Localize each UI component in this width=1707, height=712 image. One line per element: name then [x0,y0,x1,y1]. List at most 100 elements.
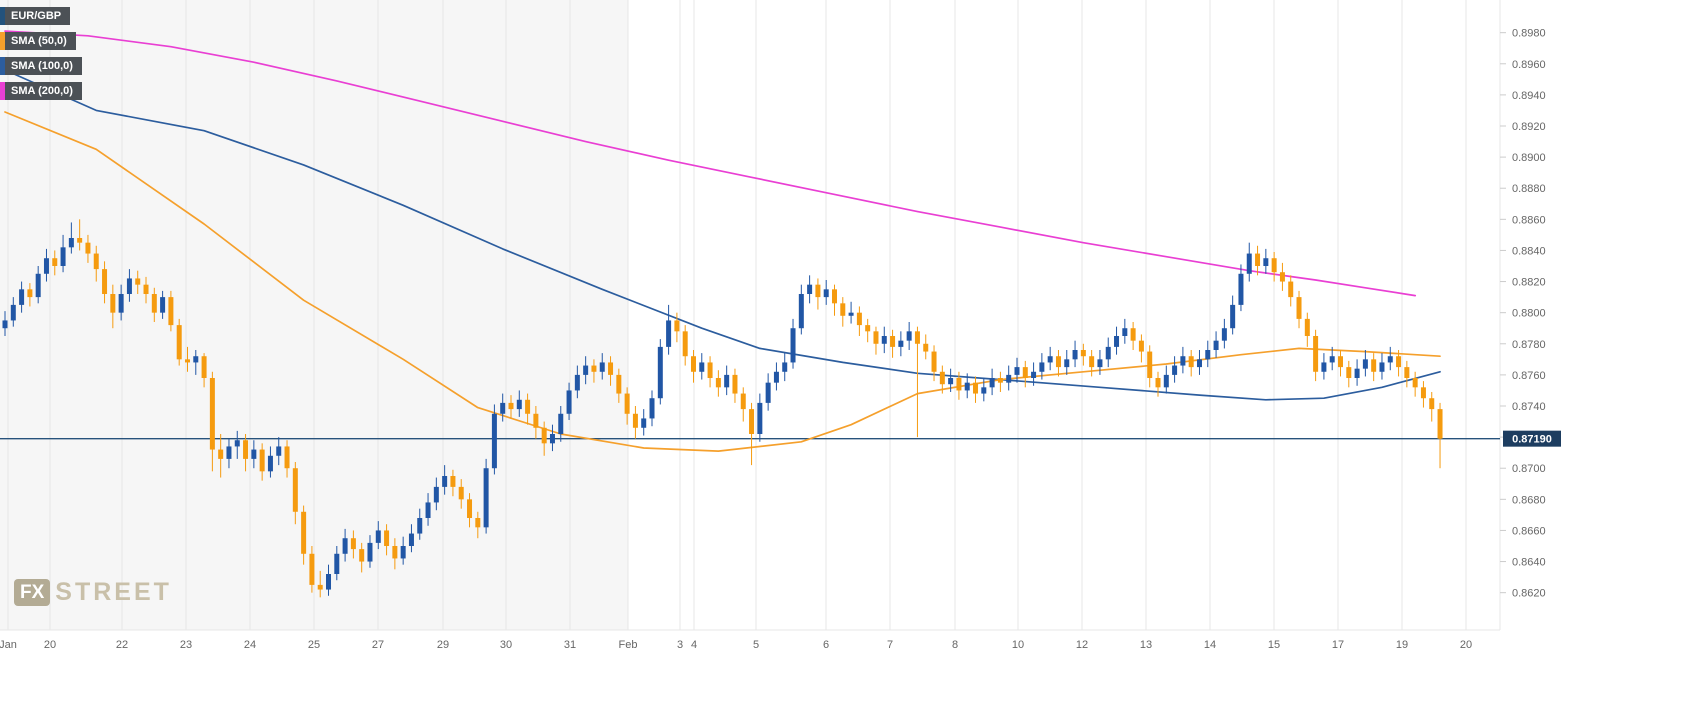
y-axis-label: 0.8880 [1512,183,1546,195]
candle [176,325,182,360]
candle [1271,258,1277,273]
candle [27,289,33,298]
symbol-color-chip [0,7,5,25]
sma50-color-chip [0,32,5,50]
candle [218,449,224,459]
x-axis-label: 20 [1460,639,1472,651]
x-axis-label: 13 [1140,639,1152,651]
candle [1371,359,1377,372]
y-axis-label: 0.8700 [1512,463,1546,475]
symbol-label: EUR/GBP [11,10,62,22]
sma-line [4,111,1441,452]
candle [583,365,589,375]
candle [898,340,904,347]
candle [1105,346,1111,360]
candle [649,398,655,419]
sma200-color-chip [0,82,5,100]
x-axis-label: 4 [691,639,697,651]
candle [1188,356,1194,368]
candle [52,258,58,266]
candle [226,446,232,459]
candle [624,393,630,414]
candle [757,402,763,434]
x-axis-label: 3 [677,639,683,651]
candle [666,320,672,347]
candle [1255,253,1261,266]
candle [616,374,622,394]
candle [77,238,83,243]
candle [724,374,730,388]
candle [790,328,796,363]
candle [102,269,108,294]
candle [118,294,124,313]
candle [458,486,464,500]
sma50-label: SMA (50,0) [11,35,67,47]
candle [251,449,257,459]
candle [657,346,663,399]
candle [1288,281,1294,298]
sma200-badge[interactable]: SMA (200,0) [0,82,82,100]
candle [1205,350,1211,360]
candle [417,518,423,534]
candle [873,331,879,344]
candle [1213,340,1219,350]
candle [674,320,680,332]
candle [1362,359,1368,369]
candle [525,399,531,414]
candle [1429,398,1435,410]
candle [541,427,547,444]
candle [1396,356,1402,368]
candle [93,253,99,270]
candle [43,258,49,274]
candle [599,362,605,372]
y-axis-label: 0.8840 [1512,245,1546,257]
candle [1022,367,1028,378]
candle [309,553,315,585]
candle [840,303,846,316]
candle [367,542,373,562]
x-axis-label: 8 [952,639,958,651]
candle [292,468,298,512]
candle [1122,328,1128,336]
candle [591,365,597,372]
sma50-badge[interactable]: SMA (50,0) [0,32,76,50]
x-axis-label: 17 [1332,639,1344,651]
sma-line [4,69,1441,401]
candle [906,331,912,341]
candle [483,468,489,528]
x-axis-label: Jan [0,639,17,651]
candle [939,371,945,385]
candle [1329,356,1335,363]
candle [1412,378,1418,388]
candle [807,284,813,294]
candle [10,304,16,321]
fxstreet-watermark: FX STREET [14,578,172,607]
candle [135,278,141,285]
fxstreet-logo-box: FX [14,579,51,606]
candle [85,242,91,254]
candle [1337,356,1343,368]
candle [1230,304,1236,329]
candle [1172,365,1178,375]
candle [1097,359,1103,368]
candle [68,238,74,248]
candle [1304,318,1310,336]
sma200-label: SMA (200,0) [11,85,73,97]
candle [1031,371,1037,378]
x-axis-label: 31 [564,639,576,651]
sma100-badge[interactable]: SMA (100,0) [0,57,82,75]
candle [1313,336,1319,372]
candle [301,511,307,554]
symbol-badge[interactable]: EUR/GBP [0,7,71,25]
candle [1114,336,1120,347]
candle [425,502,431,518]
candle [1072,350,1078,360]
y-axis-label: 0.8920 [1512,121,1546,133]
candle [1047,356,1053,363]
candle [632,413,638,428]
candle [1014,367,1020,375]
candle [1238,273,1244,305]
x-axis-label: 27 [372,639,384,651]
candle [1346,367,1352,378]
